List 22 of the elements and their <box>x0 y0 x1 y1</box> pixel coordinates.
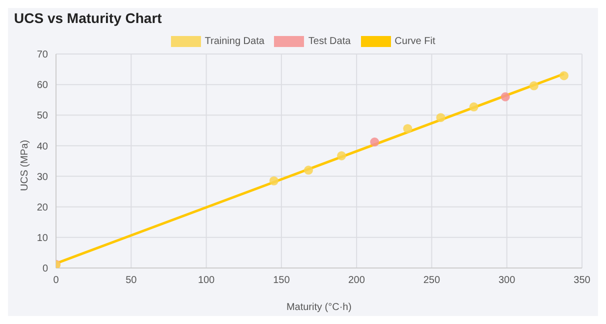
y-tick-label: 20 <box>36 202 48 214</box>
x-tick-label: 100 <box>198 275 216 286</box>
x-tick-label: 350 <box>574 275 591 286</box>
x-tick-label: 300 <box>498 275 516 286</box>
y-tick-label: 0 <box>42 264 48 275</box>
y-tick-label: 10 <box>36 232 48 244</box>
x-tick-label: 0 <box>53 275 60 286</box>
y-tick-label: 70 <box>36 50 48 61</box>
y-tick-label: 50 <box>36 110 48 122</box>
x-tick-label: 200 <box>348 275 366 286</box>
y-tick-label: 60 <box>36 80 48 92</box>
chart-title: UCS vs Maturity Chart <box>13 9 163 28</box>
y-tick-label: 40 <box>36 141 48 152</box>
legend-label: Test Data <box>308 36 351 46</box>
legend-label: Curve Fit <box>394 36 436 46</box>
x-tick-label: 150 <box>273 275 290 286</box>
y-axis-title: UCS (MPa) <box>20 140 31 191</box>
y-tick-label: 30 <box>36 172 48 183</box>
legend-label: Training Data <box>204 36 264 46</box>
x-tick-label: 50 <box>126 275 138 286</box>
x-axis-title: Maturity (°C·h) <box>286 302 352 313</box>
x-tick-label: 250 <box>423 275 440 286</box>
